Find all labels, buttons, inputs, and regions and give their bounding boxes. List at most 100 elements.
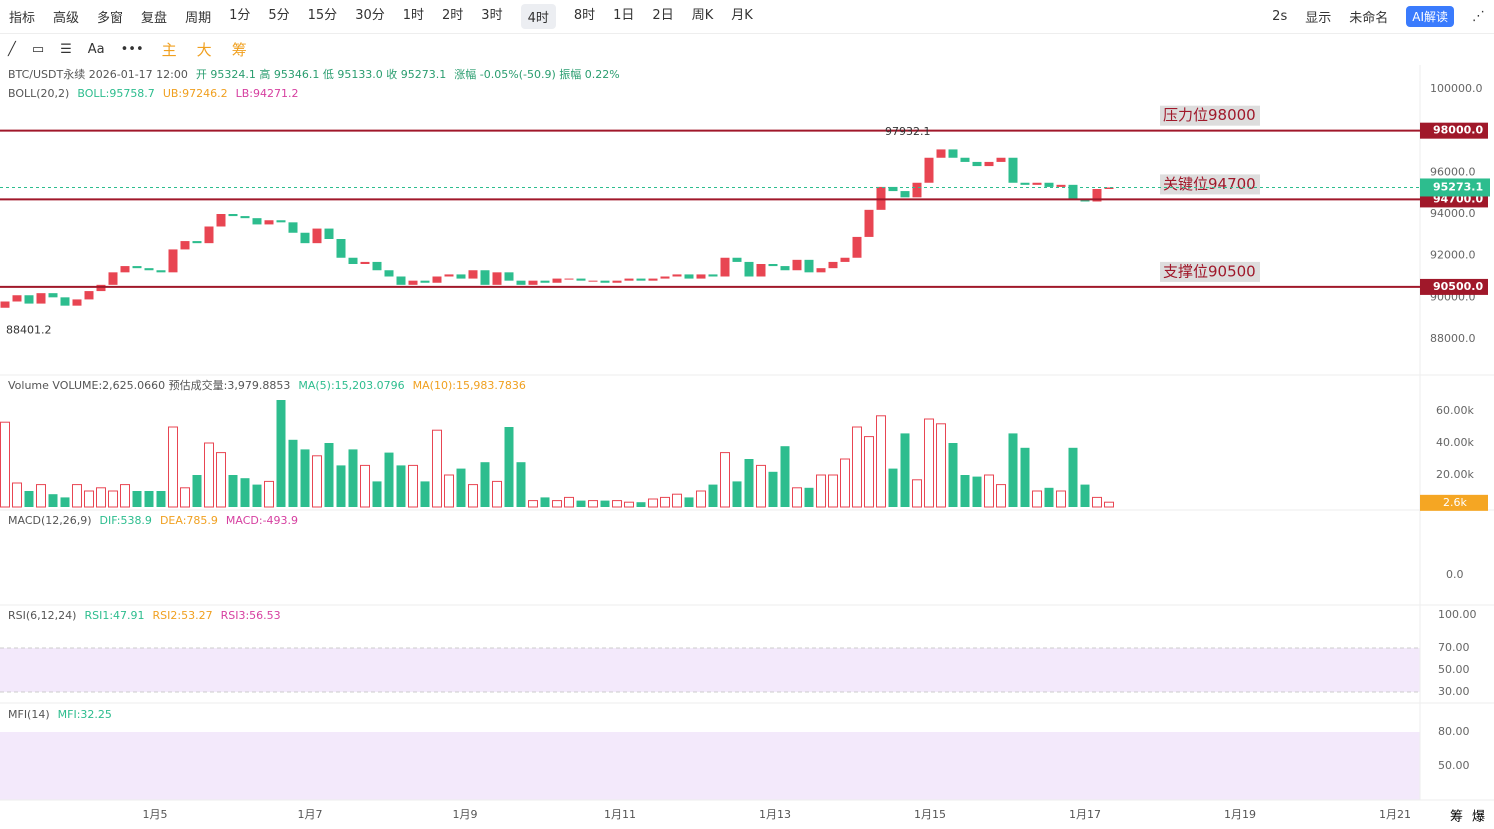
candle bbox=[156, 270, 166, 273]
tool[interactable]: 2s bbox=[1272, 9, 1288, 24]
period[interactable]: 15分 bbox=[307, 8, 338, 23]
period[interactable]: 2日 bbox=[652, 8, 674, 23]
period[interactable]: 1时 bbox=[402, 8, 425, 23]
candle bbox=[720, 257, 730, 277]
candle bbox=[432, 276, 442, 283]
indicator-header: RSI1:47.91 bbox=[84, 609, 144, 622]
candle bbox=[1008, 157, 1018, 183]
level-tag-label: 94700.0 bbox=[1433, 192, 1483, 205]
tool[interactable]: 未命名 bbox=[1349, 11, 1389, 26]
draw-tool[interactable]: ╱ bbox=[8, 42, 16, 57]
candle bbox=[504, 272, 514, 281]
mode[interactable]: 大 bbox=[196, 41, 212, 59]
tool[interactable]: 高级 bbox=[53, 11, 80, 26]
draw-tool[interactable]: ☰ bbox=[60, 42, 72, 57]
period[interactable]: 30分 bbox=[355, 8, 385, 23]
indicator-header: MFI(14) bbox=[8, 708, 50, 721]
rsi-band bbox=[0, 648, 1420, 692]
period[interactable]: 2时 bbox=[442, 8, 464, 23]
volume-bar bbox=[180, 487, 190, 508]
draw-tool[interactable]: ▭ bbox=[31, 42, 45, 57]
volume-bar bbox=[24, 491, 34, 507]
period[interactable]: 4时 bbox=[520, 4, 556, 29]
period[interactable]: 1分 bbox=[229, 8, 251, 23]
period[interactable]: 8时 bbox=[573, 8, 596, 23]
candle bbox=[588, 280, 598, 282]
volume-bar bbox=[120, 484, 130, 508]
candle bbox=[996, 157, 1006, 162]
candle bbox=[144, 268, 154, 271]
indicator-header: MA(10):15,983.7836 bbox=[413, 379, 526, 392]
candle bbox=[108, 272, 118, 285]
candle bbox=[1104, 187, 1114, 189]
indicator-header: BTC/USDT永续 2026-01-17 12:00 bbox=[8, 67, 188, 81]
indicator-header: DIF:538.9 bbox=[100, 514, 152, 527]
volume-bar bbox=[1092, 496, 1102, 508]
volume-bar bbox=[420, 481, 430, 507]
volume-bar bbox=[936, 423, 946, 508]
volume-bar bbox=[60, 497, 70, 507]
indicator-header: LB:94271.2 bbox=[236, 87, 299, 100]
x-label: 1月21 bbox=[1379, 808, 1411, 821]
candle bbox=[600, 280, 610, 283]
corner: 爆 bbox=[1472, 810, 1485, 825]
volume-tag-label: 2.6k bbox=[1443, 496, 1467, 509]
period[interactable]: 3时 bbox=[481, 8, 503, 23]
volume-bar bbox=[516, 462, 526, 507]
volume-bar bbox=[912, 479, 922, 508]
candle bbox=[468, 270, 478, 279]
share[interactable]: ⋰ bbox=[1472, 9, 1485, 24]
tool[interactable]: 复盘 bbox=[141, 11, 168, 26]
volume-bar bbox=[804, 487, 814, 507]
volume-bar bbox=[888, 468, 898, 507]
candle bbox=[528, 280, 538, 285]
tool[interactable]: 显示 bbox=[1305, 11, 1332, 26]
high-mark: 97932.1 bbox=[885, 125, 931, 138]
candle bbox=[444, 274, 454, 277]
tool[interactable]: 指标 bbox=[9, 11, 36, 26]
candle bbox=[1080, 199, 1090, 202]
volume-bar bbox=[624, 501, 634, 508]
candle bbox=[12, 295, 22, 302]
candle bbox=[72, 299, 82, 306]
volume-bar bbox=[84, 490, 94, 508]
volume-bar bbox=[480, 462, 490, 507]
text-tool[interactable]: Aa bbox=[87, 42, 105, 57]
level-note: 压力位98000 bbox=[1163, 106, 1256, 124]
candle bbox=[696, 274, 706, 279]
volume-bar bbox=[768, 471, 778, 507]
volume-bar bbox=[252, 484, 262, 507]
candle bbox=[1056, 184, 1066, 187]
candle bbox=[36, 293, 46, 304]
candle bbox=[60, 297, 70, 306]
candle bbox=[636, 278, 646, 281]
period[interactable]: 周K bbox=[691, 8, 714, 23]
volume-bar bbox=[540, 497, 550, 507]
volume-bar bbox=[312, 455, 322, 508]
candle bbox=[48, 293, 58, 298]
candle bbox=[300, 232, 310, 244]
mode[interactable]: 筹 bbox=[231, 41, 247, 59]
rsi-tick-label: 30.00 bbox=[1438, 685, 1470, 698]
period[interactable]: 月K bbox=[731, 8, 753, 23]
mode[interactable]: 主 bbox=[161, 41, 177, 59]
candle bbox=[312, 228, 322, 244]
volume-bar bbox=[972, 476, 982, 507]
candle bbox=[420, 280, 430, 283]
period[interactable]: 5分 bbox=[268, 8, 290, 23]
volume-bar bbox=[228, 475, 238, 507]
price-tick-label: 88000.0 bbox=[1430, 332, 1476, 345]
period[interactable]: 1日 bbox=[613, 8, 635, 23]
tool[interactable]: 多窗 bbox=[97, 11, 124, 26]
x-label: 1月5 bbox=[143, 808, 168, 821]
level-tag-label: 90500.0 bbox=[1433, 280, 1483, 293]
volume-bar bbox=[396, 465, 406, 507]
more[interactable]: ••• bbox=[120, 42, 144, 57]
candle bbox=[192, 241, 202, 244]
ai-button[interactable]: AI解读 bbox=[1406, 6, 1454, 27]
corner: 筹 bbox=[1450, 809, 1463, 825]
volume-bar bbox=[564, 496, 574, 508]
volume-bar bbox=[672, 493, 682, 508]
period-menu[interactable]: 周期 bbox=[185, 11, 212, 26]
volume-bar bbox=[108, 490, 118, 508]
